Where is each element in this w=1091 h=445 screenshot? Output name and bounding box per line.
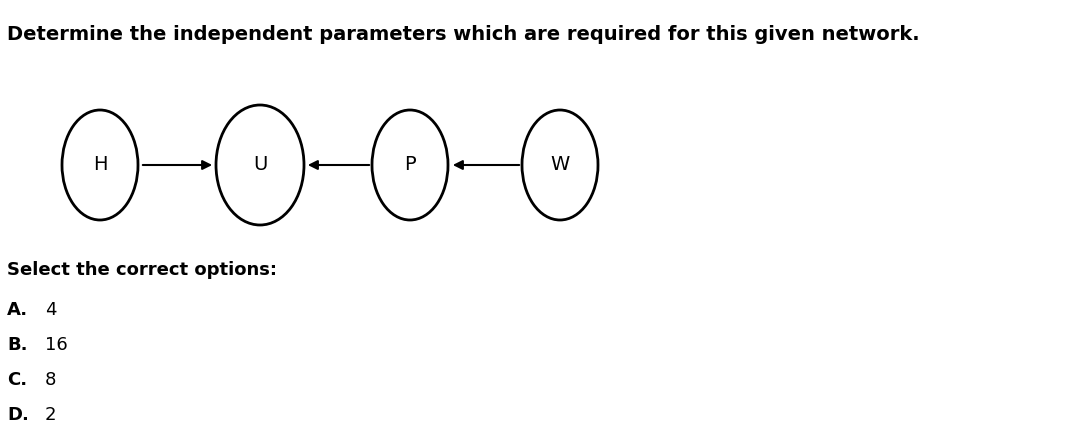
Text: Select the correct options:: Select the correct options: [7,261,277,279]
Text: 16: 16 [45,336,68,354]
Ellipse shape [62,110,137,220]
Text: Determine the independent parameters which are required for this given network.: Determine the independent parameters whi… [7,25,920,44]
Text: A.: A. [7,301,28,319]
Text: B.: B. [7,336,27,354]
Ellipse shape [521,110,598,220]
Ellipse shape [216,105,304,225]
Text: C.: C. [7,371,27,389]
Text: 4: 4 [45,301,57,319]
Text: 8: 8 [45,371,57,389]
Ellipse shape [372,110,448,220]
Text: 2: 2 [45,406,57,424]
Text: W: W [550,155,570,174]
Text: U: U [253,155,267,174]
Text: P: P [404,155,416,174]
Text: D.: D. [7,406,28,424]
Text: H: H [93,155,107,174]
